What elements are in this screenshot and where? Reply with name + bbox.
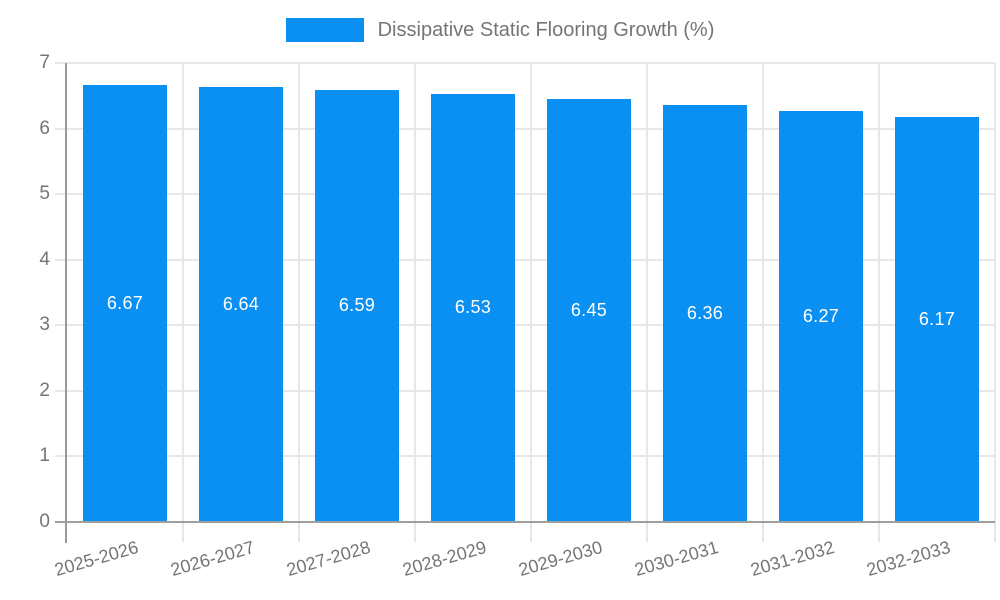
gridline-horizontal bbox=[55, 258, 995, 261]
bar[interactable]: 6.36 bbox=[663, 104, 747, 522]
x-axis-label: 2026-2027 bbox=[168, 537, 257, 580]
bar[interactable]: 6.67 bbox=[83, 84, 167, 522]
legend-swatch bbox=[285, 18, 364, 42]
x-axis-label: 2025-2026 bbox=[52, 537, 141, 580]
y-axis-line bbox=[65, 63, 67, 543]
gridline-vertical bbox=[414, 63, 416, 542]
gridline-vertical bbox=[994, 63, 996, 542]
x-axis-label: 2029-2030 bbox=[516, 537, 605, 580]
gridline-vertical bbox=[878, 63, 880, 542]
plot-area: 6.67 6.64 6.59 6.53 6.45 6.36 6.27 6.17 bbox=[55, 62, 996, 543]
bar[interactable]: 6.59 bbox=[315, 89, 399, 522]
gridline-vertical bbox=[530, 63, 532, 542]
x-axis-label: 2031-2032 bbox=[748, 537, 837, 580]
gridline-vertical bbox=[298, 63, 300, 542]
bar[interactable]: 6.53 bbox=[431, 93, 515, 522]
x-axis-label: 2028-2029 bbox=[400, 537, 489, 580]
y-axis-tick-label: 7 bbox=[39, 52, 50, 73]
gridline-vertical bbox=[182, 63, 184, 542]
bar[interactable]: 6.17 bbox=[895, 117, 979, 522]
x-axis-line bbox=[55, 521, 995, 523]
x-axis-label: 2032-2033 bbox=[864, 537, 953, 580]
y-axis-tick-label: 3 bbox=[39, 314, 50, 336]
gridline-horizontal bbox=[55, 127, 995, 130]
y-axis-tick-label: 2 bbox=[39, 379, 50, 401]
bar-value-label: 6.59 bbox=[338, 295, 376, 316]
bar[interactable]: 6.64 bbox=[199, 86, 283, 522]
bar[interactable]: 6.45 bbox=[547, 99, 631, 522]
bar-value-label: 6.27 bbox=[802, 305, 840, 326]
bar-value-label: 6.53 bbox=[454, 297, 492, 318]
legend-label: Dissipative Static Flooring Growth (%) bbox=[377, 19, 715, 41]
bar-value-label: 6.67 bbox=[106, 292, 144, 313]
gridline-vertical bbox=[762, 63, 764, 542]
gridline-horizontal bbox=[55, 455, 995, 458]
x-axis-label: 2027-2028 bbox=[284, 537, 373, 580]
gridline-horizontal bbox=[55, 62, 995, 64]
x-axis-label: 2030-2031 bbox=[632, 537, 721, 580]
y-axis-tick-label: 0 bbox=[39, 511, 50, 532]
bar-value-label: 6.17 bbox=[918, 309, 956, 330]
bar-value-label: 6.36 bbox=[686, 302, 724, 323]
bar[interactable]: 6.27 bbox=[779, 110, 863, 522]
bar-value-label: 6.64 bbox=[222, 293, 260, 314]
legend-item[interactable]: Dissipative Static Flooring Growth (%) bbox=[285, 16, 715, 44]
gridline-horizontal bbox=[55, 193, 995, 196]
gridline-horizontal bbox=[55, 389, 995, 392]
y-axis-tick-label: 5 bbox=[39, 183, 50, 205]
legend: Dissipative Static Flooring Growth (%) bbox=[0, 16, 1000, 44]
gridline-horizontal bbox=[55, 324, 995, 327]
gridline-vertical bbox=[646, 63, 648, 542]
y-axis-tick-label: 1 bbox=[39, 445, 50, 467]
y-axis-tick-label: 4 bbox=[39, 248, 50, 270]
y-axis-tick-label: 6 bbox=[39, 117, 50, 139]
bar-value-label: 6.45 bbox=[570, 300, 608, 321]
